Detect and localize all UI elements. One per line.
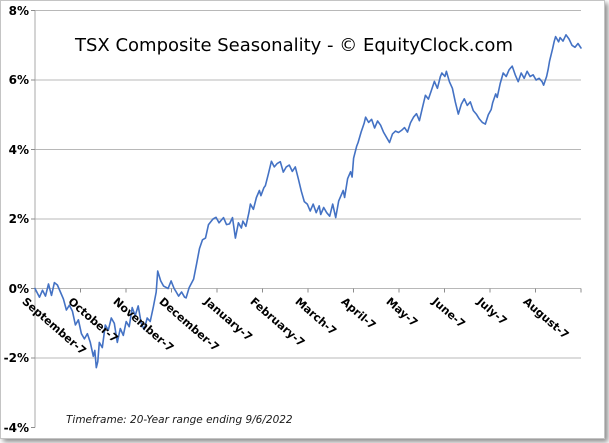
y-axis-label: 0% bbox=[8, 281, 29, 296]
y-axis-label: -4% bbox=[3, 420, 29, 435]
timeframe-footnote: Timeframe: 20-Year range ending 9/6/2022 bbox=[66, 414, 293, 426]
y-axis-label: 2% bbox=[8, 212, 29, 226]
y-axis-label: 4% bbox=[8, 142, 29, 157]
y-axis-label: 8% bbox=[8, 3, 29, 18]
seasonality-line bbox=[34, 33, 582, 369]
y-axis-label: -2% bbox=[3, 351, 29, 365]
chart-title: TSX Composite Seasonality - © EquityCloc… bbox=[75, 35, 513, 56]
y-axis-label: 6% bbox=[8, 73, 29, 87]
